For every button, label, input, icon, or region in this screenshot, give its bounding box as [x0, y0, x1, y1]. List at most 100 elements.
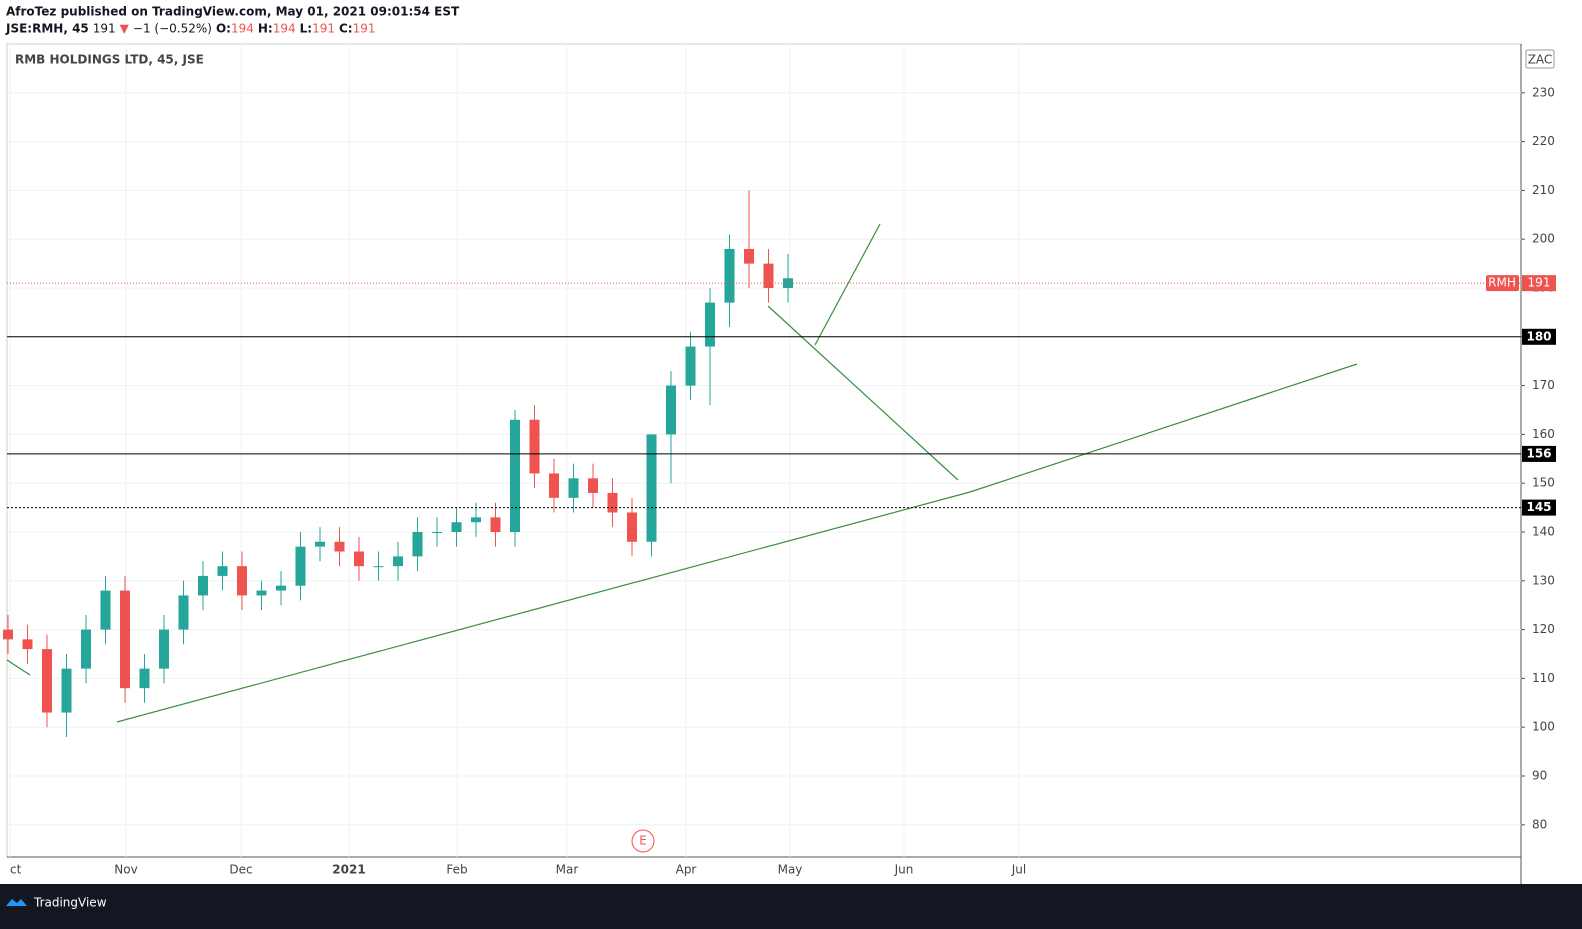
candle-body: [3, 629, 13, 640]
candle-body: [237, 566, 247, 596]
y-tick-label: 170: [1532, 378, 1555, 392]
candle-body: [334, 541, 345, 552]
candle-body: [256, 590, 267, 596]
logo: [6, 899, 27, 906]
header-text: 191: [93, 22, 116, 36]
candle-body: [22, 639, 33, 650]
x-tick-label: ct: [10, 863, 22, 877]
event-label: E: [639, 834, 647, 848]
trend-line: [767, 305, 959, 481]
x-tick-label: 2021: [332, 863, 365, 877]
currency: ZAC: [1528, 53, 1553, 67]
candle-body: [471, 517, 481, 523]
trend-line: [6, 659, 31, 676]
x-tick-label: May: [778, 863, 803, 877]
symbol-label-bg: [1486, 275, 1519, 292]
header-text: 191: [312, 22, 335, 36]
y-tick-label: 220: [1532, 134, 1555, 148]
candle-body: [159, 629, 169, 669]
candle-body: [744, 248, 754, 264]
candle-body: [61, 668, 72, 713]
price-label-bg: [1522, 328, 1556, 345]
header-text: −1 (−0.52%): [133, 22, 212, 36]
header-text: 194: [273, 22, 296, 36]
header-text: L:: [300, 22, 312, 36]
candles: [3, 190, 793, 737]
candle-body: [607, 492, 618, 513]
candle-body: [178, 595, 189, 630]
candle-body: [529, 419, 540, 474]
currency-box[interactable]: [1525, 49, 1555, 69]
candle-body: [666, 385, 676, 435]
price-label-bg: [1522, 499, 1556, 516]
candle-body: [510, 419, 520, 532]
candle-body: [646, 434, 657, 542]
candle-body: [763, 263, 774, 288]
y-tick-label: 150: [1532, 476, 1555, 490]
candle-body: [295, 546, 306, 586]
x-tick-label: Dec: [229, 863, 252, 877]
last-price-bg: [1522, 275, 1556, 292]
candle-body: [724, 248, 735, 303]
price-label-bg: [1522, 445, 1556, 462]
header-text: JSE:RMH, 45: [5, 22, 89, 36]
symbol-line: JSE:RMH, 45 191 ▼ −1 (−0.52%) O: 194 H: 194 L: 19…: [5, 22, 375, 36]
y-tick-label: 110: [1532, 671, 1555, 685]
candle-body: [81, 629, 91, 669]
candle-body: [685, 346, 696, 386]
price-label: 156: [1526, 446, 1551, 460]
published: AfroTez published on TradingView.com, Ma…: [6, 5, 460, 19]
y-tick-label: 80: [1532, 817, 1547, 831]
candle-body: [705, 302, 715, 347]
header-text: H:: [258, 22, 273, 36]
candle-body: [432, 531, 442, 533]
x-tick-label: Mar: [556, 863, 579, 877]
y-tick-label: 90: [1532, 768, 1547, 782]
candle-body: [373, 566, 384, 568]
event-marker[interactable]: [631, 829, 655, 853]
y-tick-label: 100: [1532, 720, 1555, 734]
candle-body: [490, 517, 501, 532]
x-tick-label: Jul: [1011, 863, 1026, 877]
header-text: 191: [353, 22, 376, 36]
candle-body: [393, 556, 403, 567]
y-tick-label: 230: [1532, 85, 1555, 99]
candle-body: [276, 585, 286, 591]
header-text: C:: [339, 22, 353, 36]
trend-line: [969, 363, 1358, 493]
x-tick-label: Feb: [446, 863, 467, 877]
y-tick-label: 160: [1532, 427, 1555, 441]
grid: [7, 44, 1525, 857]
symbol-label: RMH: [1488, 276, 1516, 290]
candle-body: [549, 473, 559, 498]
candle-body: [354, 551, 364, 567]
trend-line: [116, 491, 971, 723]
y-tick-label: 130: [1532, 573, 1555, 587]
trend-line: [814, 223, 881, 346]
price-label: 180: [1526, 329, 1551, 343]
price-label: 145: [1526, 500, 1551, 514]
y-tick-label: 210: [1532, 183, 1555, 197]
candle-body: [588, 478, 598, 493]
drawings: [6, 223, 1358, 723]
x-tick-label: Nov: [114, 863, 137, 877]
candle-body: [42, 649, 52, 713]
y-tick-label: 140: [1532, 524, 1555, 538]
candle-body: [568, 478, 579, 498]
candle-body: [627, 512, 637, 542]
y-tick-label: 200: [1532, 232, 1555, 246]
candle-body: [198, 575, 208, 596]
candle-body: [315, 541, 325, 547]
brand: TradingView: [33, 896, 107, 910]
header-text: 194: [231, 22, 254, 36]
legend-title: RMB HOLDINGS LTD, 45, JSE: [15, 53, 204, 67]
candle-body: [139, 668, 150, 689]
candle-body: [120, 590, 130, 689]
candle-body: [217, 566, 228, 576]
header-text: O:: [216, 22, 231, 36]
y-tick-label: 120: [1532, 622, 1555, 636]
last-price-label: 191: [1528, 276, 1551, 290]
footer: [0, 884, 1582, 929]
candle-body: [412, 531, 423, 557]
